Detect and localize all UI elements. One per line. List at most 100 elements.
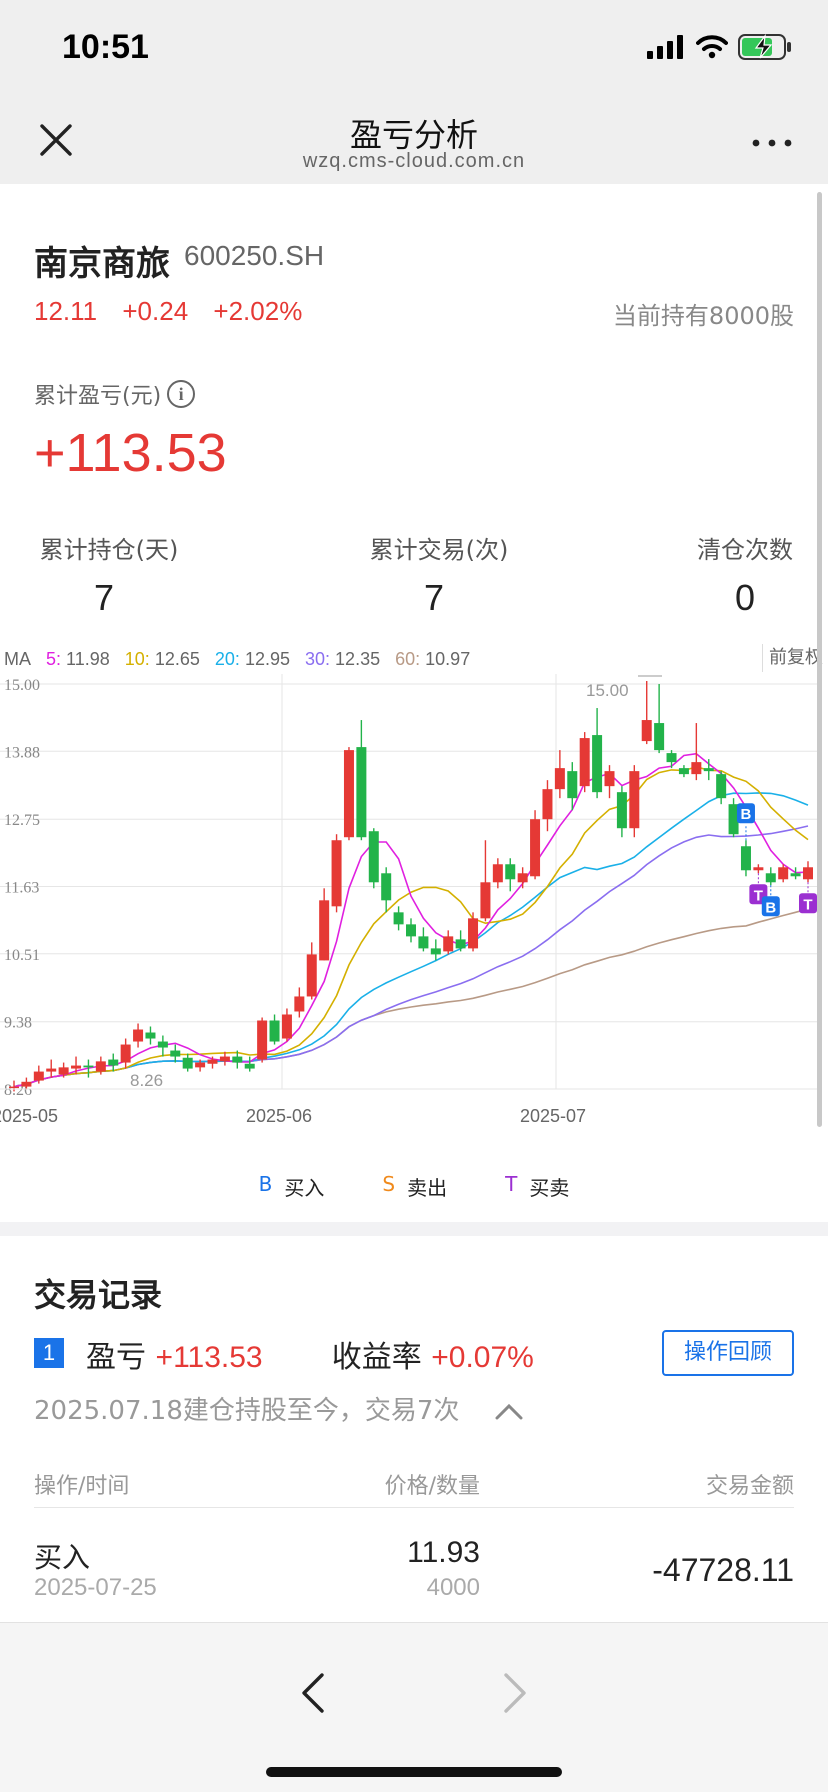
ma10-line <box>13 766 809 1088</box>
candle <box>778 867 789 880</box>
position-since: 2025.07.18建仓持股至今，交易7次 <box>34 1390 524 1427</box>
trade-records-title: 交易记录 <box>34 1276 163 1314</box>
ma30-item: 30: 12.35 <box>305 649 380 669</box>
candle <box>517 873 528 883</box>
stock-name: 南京商旅 <box>34 244 170 284</box>
stat-clear-count-label: 清仓次数 <box>697 536 793 564</box>
position-pl-label: 盈亏 <box>86 1340 146 1375</box>
ma10-key: 10: <box>124 649 150 669</box>
candle <box>803 867 813 880</box>
info-icon[interactable]: i <box>167 380 196 408</box>
trade-records-card: 交易记录 1 盈亏 +113.53 收益率 +0.07% 操作回顾 2025.0… <box>0 1236 828 1622</box>
kline-chart[interactable]: 15.0013.8812.7511.6310.519.388.2615.008.… <box>0 674 820 1154</box>
candle <box>455 939 466 949</box>
ma30-line <box>13 825 809 1088</box>
price-row: 12.11 +0.24 +2.02% <box>34 296 320 327</box>
legend-trade: T 买卖 <box>505 1172 569 1201</box>
x-tick-label: 2025-07 <box>520 1106 586 1126</box>
candle <box>381 873 392 901</box>
chevron-up-icon[interactable] <box>494 1402 524 1422</box>
cumulative-pl-value: +113.53 <box>34 423 227 483</box>
trade-operation: 买入 <box>34 1541 91 1574</box>
legend-buy: B 买入 <box>259 1172 325 1201</box>
candle <box>567 771 578 799</box>
position-rate-value: +0.07% <box>431 1341 534 1374</box>
candle <box>182 1057 193 1069</box>
legend-trade-key: T <box>505 1172 518 1196</box>
trade-amount: -47728.11 <box>652 1552 794 1588</box>
candle <box>33 1071 44 1081</box>
position-index-badge: 1 <box>34 1338 64 1368</box>
trade-marker-label: T <box>803 896 812 913</box>
x-tick-label: 2025-05 <box>0 1106 58 1126</box>
ma10-item: 10: 12.65 <box>125 649 200 669</box>
candle <box>740 846 751 871</box>
candle <box>480 882 491 919</box>
table-row[interactable]: 买入 2025-07-25 11.93 4000 -47728.11 <box>34 1536 794 1616</box>
scrollbar[interactable] <box>817 192 822 1127</box>
browser-toolbar <box>0 1622 828 1792</box>
candle <box>46 1068 57 1072</box>
trade-marker-label: T <box>754 887 763 904</box>
candle <box>753 867 764 871</box>
candle <box>468 918 479 949</box>
close-icon[interactable] <box>34 118 78 162</box>
back-icon[interactable] <box>298 1671 328 1715</box>
candle <box>95 1061 106 1072</box>
candle <box>343 750 354 838</box>
stat-trade-count: 累计交易(次) 7 <box>364 530 514 619</box>
review-button[interactable]: 操作回顾 <box>662 1330 794 1376</box>
legend-sell-key: S <box>382 1172 396 1196</box>
ma20-item: 20: 12.95 <box>215 649 290 669</box>
ma60-key: 60: <box>395 649 421 669</box>
ma10-value: 12.65 <box>154 649 200 669</box>
y-tick-label: 15.00 <box>4 677 40 694</box>
position-since-text: 2025.07.18建仓持股至今，交易7次 <box>34 1396 460 1426</box>
stat-trade-count-label: 累计交易(次) <box>369 536 509 564</box>
ma60-value: 10.97 <box>425 649 471 669</box>
candle <box>232 1056 243 1063</box>
y-tick-label: 11.63 <box>4 880 39 897</box>
ma5-line <box>13 752 809 1088</box>
candle <box>616 792 627 829</box>
stock-change-pct: +2.02% <box>213 296 303 326</box>
ma5-item: 5: 11.98 <box>46 649 110 669</box>
candle <box>592 735 603 793</box>
ma-prefix: MA <box>4 649 31 669</box>
candle <box>430 948 441 955</box>
candle <box>120 1044 131 1063</box>
forward-icon[interactable] <box>500 1671 530 1715</box>
stock-code: 600250.SH <box>184 240 325 271</box>
ma60-item: 60: 10.97 <box>395 649 470 669</box>
candle <box>542 789 553 820</box>
ma5-key: 5: <box>46 649 62 669</box>
col-operation-time: 操作/时间 <box>34 1474 130 1499</box>
candle <box>505 864 516 880</box>
ma30-key: 30: <box>305 649 331 669</box>
candle <box>703 768 714 772</box>
trade-table-header: 操作/时间 价格/数量 交易金额 <box>34 1468 794 1508</box>
candle <box>58 1067 69 1075</box>
holding-text: 当前持有8000股 <box>612 302 794 330</box>
candle <box>393 912 404 925</box>
stat-clear-count-value: 0 <box>734 577 756 618</box>
candle <box>629 771 640 829</box>
legend-sell-label: 卖出 <box>407 1176 448 1200</box>
legend-buy-label: 买入 <box>284 1176 325 1200</box>
stat-clear-count: 清仓次数 0 <box>690 530 800 619</box>
ma20-key: 20: <box>214 649 240 669</box>
candle <box>294 996 305 1012</box>
col-price-qty: 价格/数量 <box>384 1474 480 1499</box>
battery-charging-icon <box>738 34 791 60</box>
position-summary: 盈亏 +113.53 收益率 +0.07% <box>86 1332 534 1376</box>
ma5-value: 11.98 <box>66 649 110 669</box>
page-title: 盈亏分析 <box>349 116 478 154</box>
adjust-mode-button[interactable]: 前复权 <box>762 644 828 672</box>
candle <box>356 747 367 838</box>
trade-marker-T <box>799 893 817 914</box>
stat-trade-count-value: 7 <box>424 577 445 618</box>
wifi-icon <box>696 35 728 59</box>
status-bar: 10:51 <box>0 0 828 100</box>
trade-marker-B <box>761 896 780 917</box>
more-icon[interactable] <box>750 128 794 158</box>
